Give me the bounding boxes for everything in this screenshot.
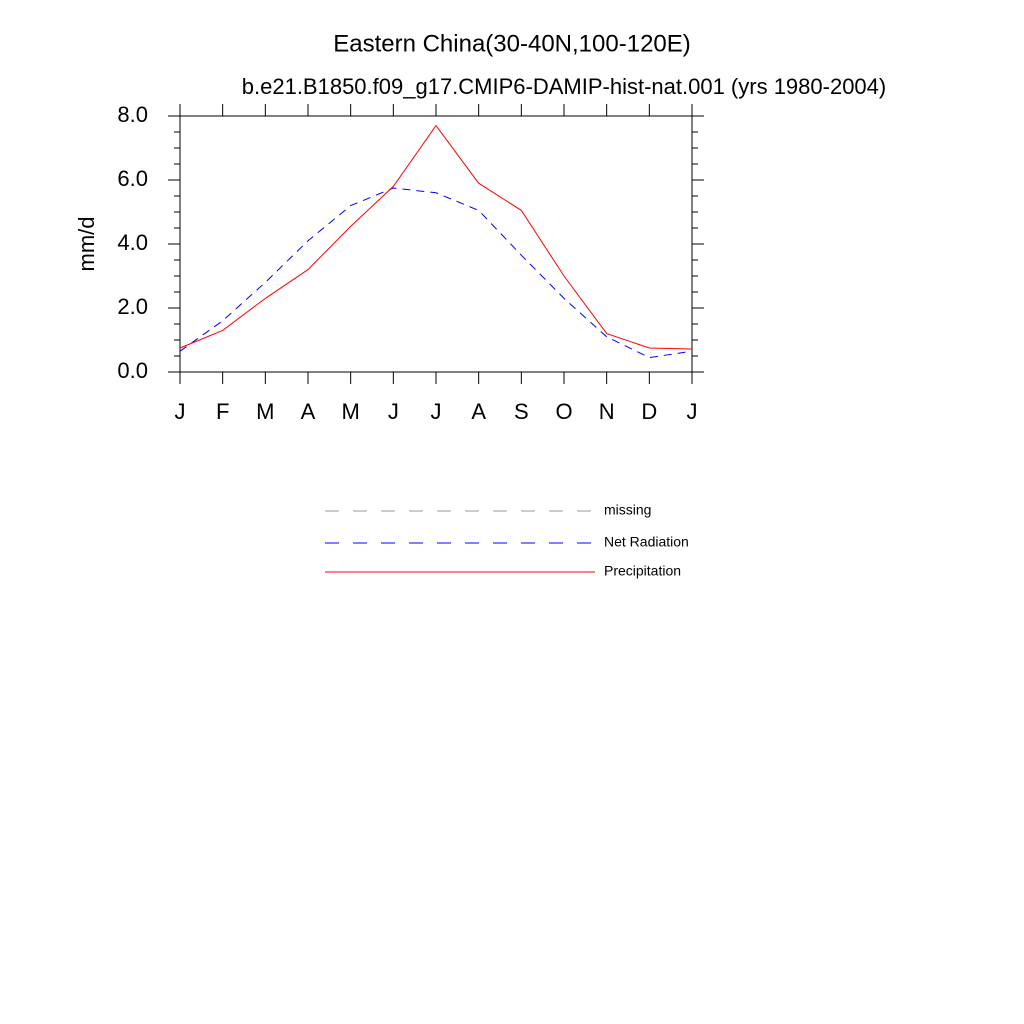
x-tick-label: J — [175, 399, 186, 424]
chart-subtitle: b.e21.B1850.f09_g17.CMIP6-DAMIP-hist-nat… — [242, 74, 886, 99]
x-tick-label: J — [388, 399, 399, 424]
legend-label: Net Radiation — [604, 534, 689, 550]
x-tick-label: O — [555, 399, 572, 424]
legend-label: Precipitation — [604, 563, 681, 579]
y-tick-label: 6.0 — [117, 166, 148, 191]
x-tick-label: S — [514, 399, 529, 424]
y-tick-label: 8.0 — [117, 102, 148, 127]
x-tick-label: M — [342, 399, 360, 424]
series-line — [179, 124, 693, 350]
series-line — [179, 187, 693, 359]
x-tick-label: D — [641, 399, 657, 424]
x-tick-label: M — [256, 399, 274, 424]
y-tick-label: 2.0 — [117, 294, 148, 319]
plot-frame — [179, 115, 693, 373]
x-tick-label: F — [216, 399, 229, 424]
legend-label: missing — [604, 502, 651, 518]
y-axis-label: mm/d — [74, 217, 99, 272]
y-tick-label: 0.0 — [117, 358, 148, 383]
x-tick-label: A — [471, 399, 486, 424]
chart-title: Eastern China(30-40N,100-120E) — [333, 30, 691, 57]
x-tick-label: A — [301, 399, 316, 424]
x-tick-label: N — [599, 399, 615, 424]
x-tick-label: J — [431, 399, 442, 424]
x-tick-label: J — [687, 399, 698, 424]
y-tick-label: 4.0 — [117, 230, 148, 255]
